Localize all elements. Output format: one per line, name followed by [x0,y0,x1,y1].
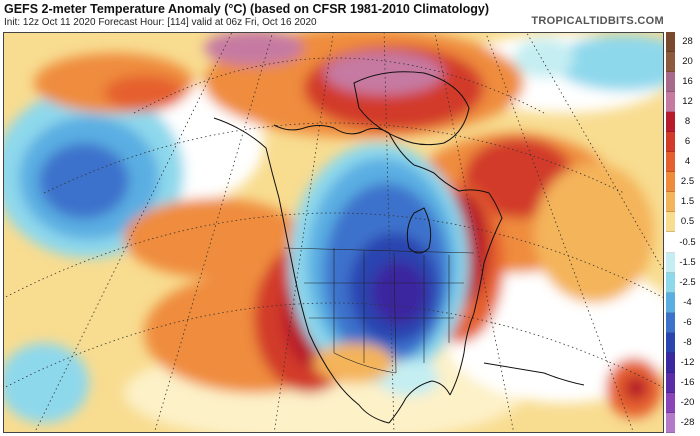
colorbar-label: -0.5 [679,236,696,248]
map-subtitle: Init: 12z Oct 11 2020 Forecast Hour: [11… [4,17,317,28]
colorbar-swatch [666,412,675,433]
colorbar-swatch [666,192,675,213]
colorbar-swatch [666,32,675,53]
coastlines [213,71,585,424]
colorbar-swatch [666,312,675,333]
colorbar-swatch [666,292,675,313]
colorbar-label: -4 [683,296,692,308]
colorbar-label: -2.5 [679,276,696,288]
colorbar-swatch [666,332,675,353]
colorbar-swatch [666,132,675,153]
colorbar-label: 2.5 [680,176,695,188]
colorbar-swatch [666,352,675,373]
colorbar-label: 1.5 [680,196,695,208]
colorbar-swatch [666,272,675,293]
colorbar-swatch [666,232,675,253]
graticule-lines [4,33,663,432]
colorbar-swatch [666,92,675,113]
colorbar-label: 4 [684,156,691,168]
map-canvas [4,33,663,432]
colorbar-label: -1.5 [679,256,696,268]
site-watermark: TROPICALTIDBITS.COM [531,15,664,27]
colorbar-label: 28 [682,36,693,48]
colorbar-label: -16 [680,376,695,388]
colorbar-label: -28 [680,416,695,428]
colorbar-swatch [666,372,675,393]
colorbar-swatch [666,252,675,273]
colorbar-swatch [666,152,675,173]
colorbar-swatch [666,392,675,413]
colorbar-label: -6 [683,316,692,328]
colorbar-label: 8 [684,116,691,128]
colorbar-label: 0.5 [680,216,695,228]
colorbar-swatch [666,72,675,93]
colorbar-label: 6 [684,136,691,148]
anomaly-colorbar: 28 20 16 12 8 6 4 2.5 1.5 0.5 -0.5 -1.5 -2.5 -4 -6 -8 -1… [666,32,698,433]
colorbar-swatch [666,112,675,133]
colorbar-label: 20 [682,56,693,68]
temperature-anomaly-map [3,32,664,433]
political-borders [283,247,475,374]
colorbar-label: 12 [682,96,693,108]
colorbar-label: -20 [680,396,695,408]
colorbar-swatch [666,52,675,73]
colorbar-label: 16 [682,76,693,88]
colorbar-label: -12 [680,356,695,368]
colorbar-swatch [666,172,675,193]
anomaly-field [4,33,663,432]
map-title: GEFS 2-meter Temperature Anomaly (°C) (b… [4,2,489,16]
colorbar-swatch [666,212,675,233]
colorbar-label: -8 [683,336,692,348]
